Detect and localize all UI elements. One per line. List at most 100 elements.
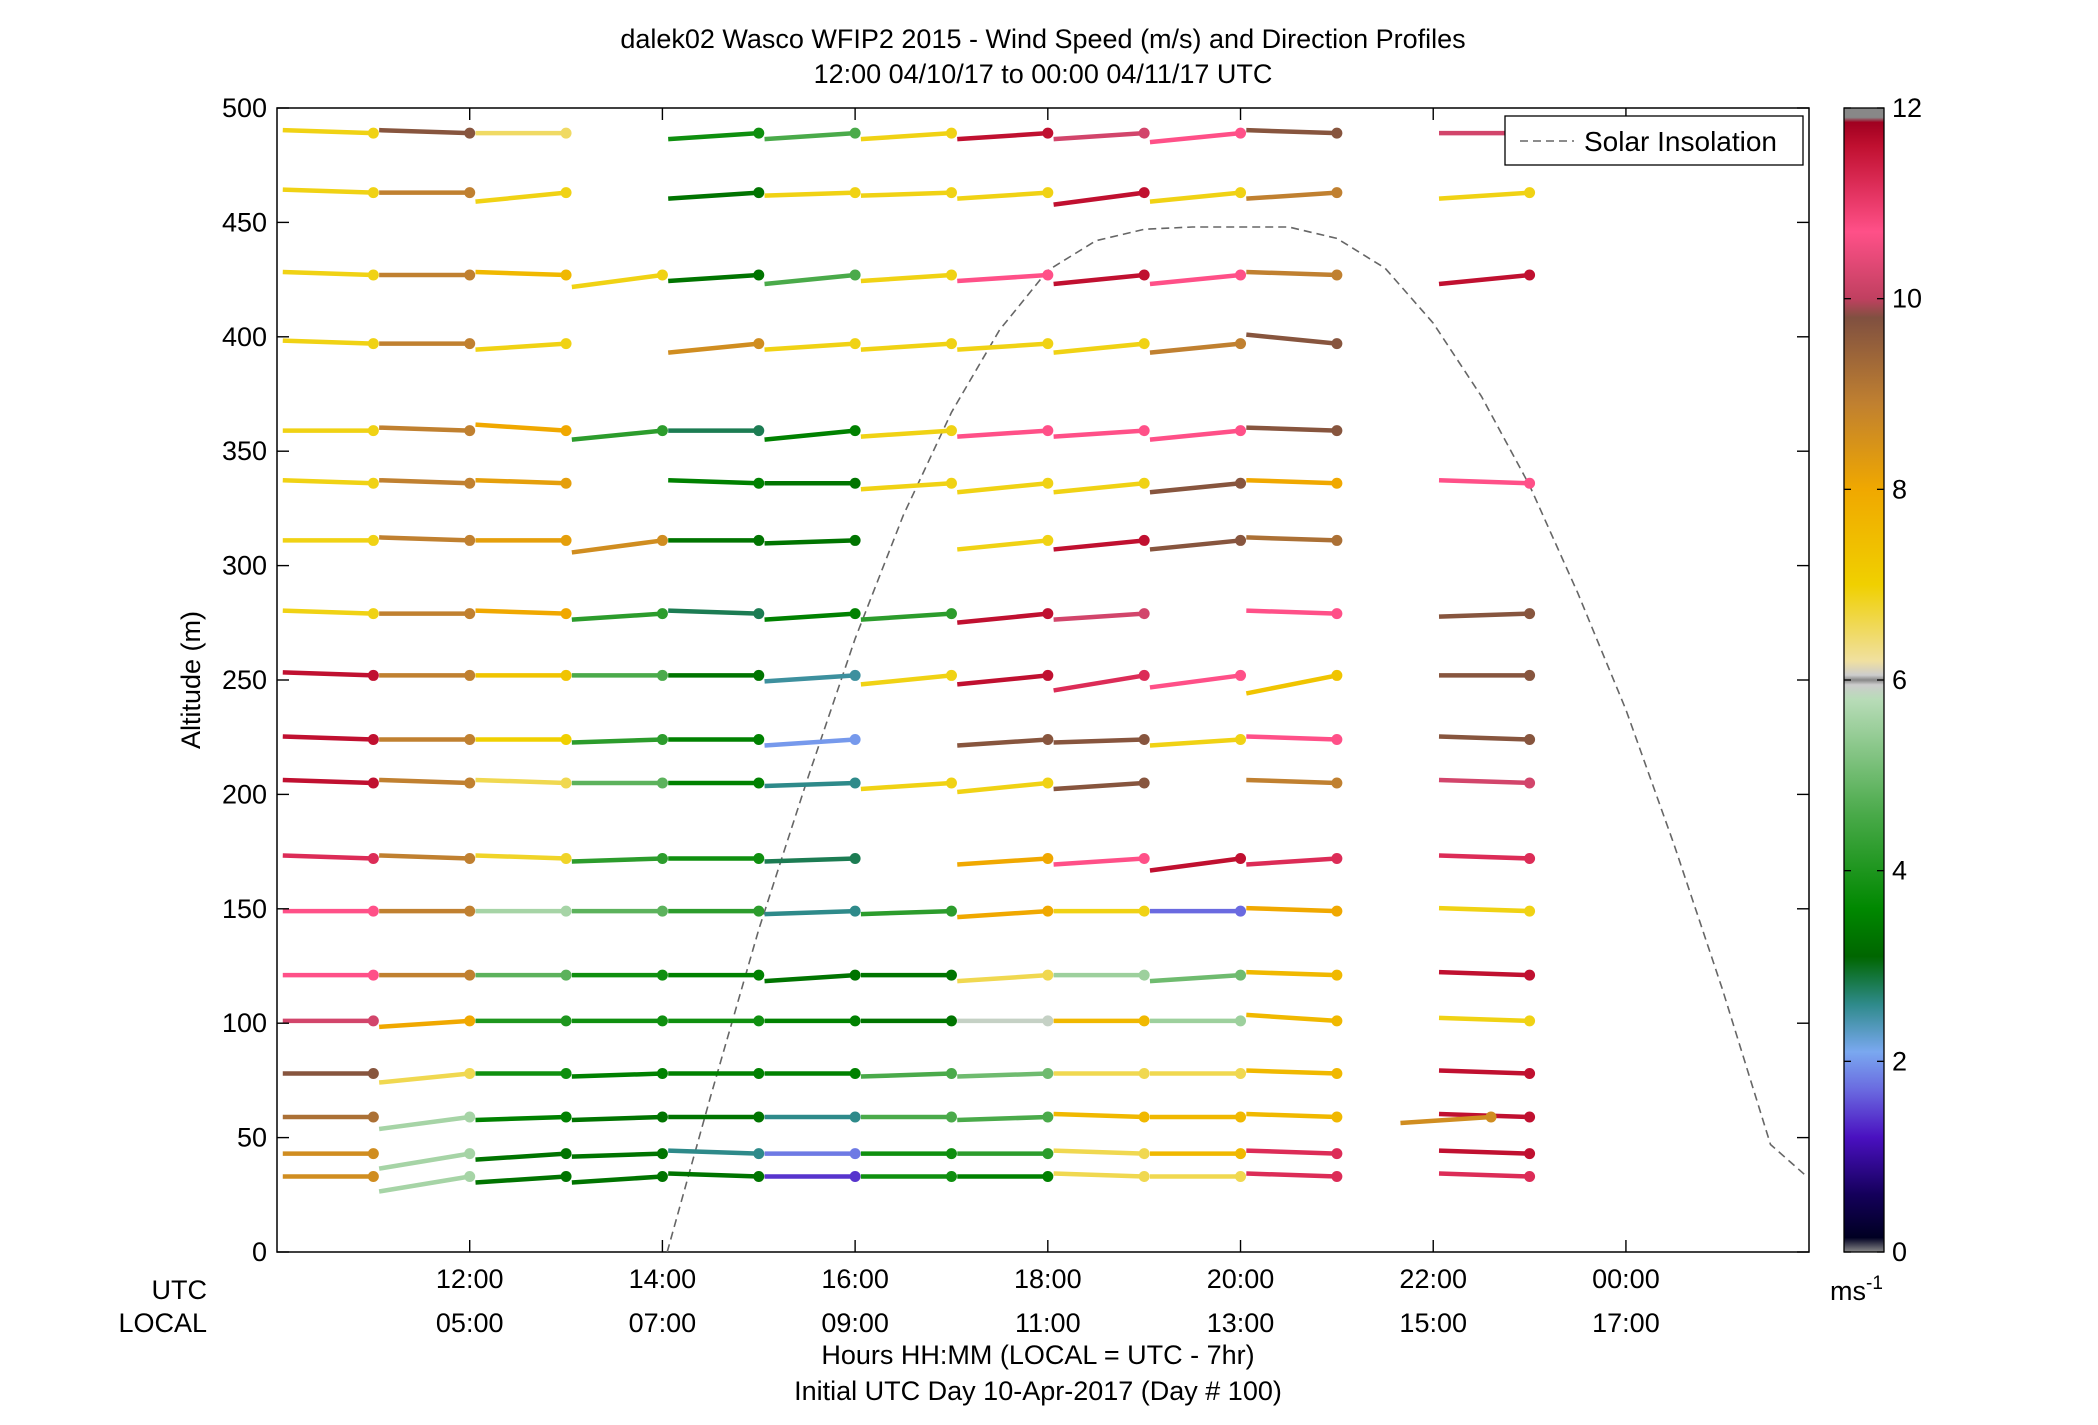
wind-barb (379, 669, 476, 681)
wind-barb-shaft (860, 1071, 952, 1079)
wind-barb (1246, 332, 1343, 350)
wind-barb-shaft (1246, 127, 1337, 136)
wind-barb-shaft (378, 1174, 471, 1194)
wind-barb-dot (945, 669, 957, 681)
wind-barb-dot (464, 1068, 476, 1080)
x-tick-label-local: 07:00 (629, 1308, 697, 1338)
wind-barb (282, 969, 379, 981)
wind-barb (282, 477, 379, 489)
wind-barb-shaft (1149, 130, 1241, 145)
wind-barb (957, 669, 1054, 687)
wind-barb-shaft (1149, 856, 1241, 873)
wind-barb (668, 1015, 765, 1027)
wind-barb-shaft (764, 611, 856, 622)
wind-barb-dot (464, 127, 476, 139)
wind-barb-shaft (1053, 737, 1145, 745)
wind-barb (1053, 608, 1150, 622)
wind-barb-shaft (379, 853, 470, 861)
wind-barb (668, 477, 765, 489)
wind-barb-dot (1042, 669, 1054, 681)
wind-barb (1438, 733, 1536, 745)
wind-barb-dot (1331, 852, 1343, 864)
wind-barb-dot (1235, 269, 1247, 281)
wind-barb (282, 1148, 379, 1160)
wind-barb (668, 777, 765, 789)
wind-barb (379, 534, 476, 546)
wind-barb-shaft (1438, 1148, 1530, 1156)
wind-barb (475, 733, 572, 745)
wind-barb (860, 1111, 957, 1123)
wind-barb-dot (1235, 425, 1247, 437)
wind-barb (957, 1148, 1054, 1160)
wind-barb-shaft (957, 272, 1048, 284)
wind-barb (668, 969, 765, 981)
y-tick-label: 50 (237, 1123, 267, 1153)
wind-barb-shaft (1053, 272, 1145, 287)
wind-barb (668, 425, 765, 437)
wind-barb-dot (1331, 477, 1343, 489)
wind-barb-dot (1235, 905, 1247, 917)
wind-barb-shaft (378, 1018, 470, 1030)
x-tick-label-local: 13:00 (1207, 1308, 1275, 1338)
wind-barb (957, 269, 1054, 284)
wind-barb-shaft (668, 130, 759, 142)
wind-barb (1149, 733, 1247, 748)
wind-barb-dot (945, 905, 957, 917)
wind-barb-dot (945, 187, 957, 199)
wind-barb-shaft (1053, 428, 1145, 439)
wind-barb (668, 1148, 765, 1160)
wind-barb (1438, 905, 1536, 917)
wind-barb-dot (367, 905, 379, 917)
wind-barb-shaft (282, 670, 374, 678)
wind-barb (668, 669, 765, 681)
wind-barb-dot (849, 608, 861, 620)
wind-barb-shaft (1053, 190, 1145, 207)
wind-barb-dot (656, 777, 668, 789)
wind-barb-dot (1138, 425, 1150, 437)
wind-barb-shaft (957, 780, 1049, 795)
wind-barb (571, 1148, 668, 1160)
wind-barb-shaft (957, 908, 1048, 920)
wind-barb (1053, 338, 1150, 355)
y-tick-label: 100 (222, 1008, 267, 1038)
wind-barb-dot (560, 852, 572, 864)
wind-barb-shaft (282, 734, 374, 742)
wind-barb-dot (1042, 1148, 1054, 1160)
wind-barb (475, 269, 572, 281)
wind-barb-dot (560, 1015, 572, 1027)
wind-barb-shaft (379, 777, 470, 786)
wind-barb-dot (849, 425, 861, 437)
x-axis-label-day: Initial UTC Day 10-Apr-2017 (Day # 100) (794, 1376, 1282, 1406)
wind-barb-dot (849, 969, 861, 981)
wind-barb-shaft (571, 538, 663, 555)
x-tick-label-utc: 22:00 (1399, 1264, 1467, 1294)
wind-barb (475, 852, 572, 864)
wind-barb (860, 969, 957, 981)
wind-barb (860, 608, 957, 622)
wind-barb-dot (1524, 1148, 1536, 1160)
wind-barb-dot (1524, 1111, 1536, 1123)
wind-barb-shaft (1246, 856, 1338, 867)
wind-barb (475, 422, 572, 437)
wind-barb-shaft (957, 737, 1048, 748)
x-tick-label-local: 09:00 (821, 1308, 889, 1338)
wind-barb (860, 187, 957, 199)
wind-barb (957, 534, 1054, 552)
wind-barb-shaft (1149, 972, 1241, 984)
wind-barb (571, 269, 668, 290)
wind-barb (764, 187, 861, 199)
wind-barb (860, 905, 957, 917)
wind-barb-dot (1042, 777, 1054, 789)
wind-barb (957, 608, 1054, 625)
x-tick-label-local: 17:00 (1592, 1308, 1660, 1338)
wind-barb-dot (1235, 969, 1247, 981)
wind-barb-dot (1331, 1148, 1343, 1160)
wind-barb (1053, 1148, 1150, 1160)
wind-barb-shaft (1053, 1148, 1145, 1156)
wind-barb-shaft (282, 127, 374, 136)
wind-barb-dot (945, 1148, 957, 1160)
wind-barb-dot (656, 852, 668, 864)
wind-barb (379, 338, 476, 350)
wind-barb-dot (464, 534, 476, 546)
wind-barb-shaft (957, 611, 1049, 625)
